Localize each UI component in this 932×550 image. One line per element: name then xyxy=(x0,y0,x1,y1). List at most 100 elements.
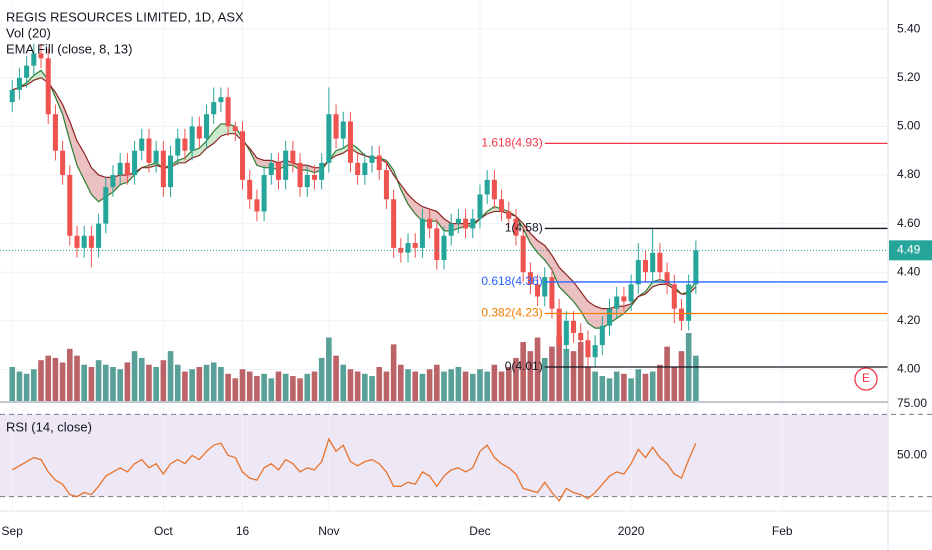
volume-bar xyxy=(693,355,699,401)
candle-body xyxy=(606,308,613,326)
volume-bar xyxy=(182,371,188,401)
candle-body xyxy=(24,65,30,78)
candle-body xyxy=(383,170,389,200)
rsi-tick-label: 75.00 xyxy=(897,396,927,410)
candle-body xyxy=(88,235,94,248)
candle-body xyxy=(686,284,692,321)
candle-body xyxy=(678,308,684,321)
candle-body xyxy=(132,150,138,175)
volume-bar xyxy=(59,362,66,401)
volume-bar xyxy=(189,369,195,401)
candle-body xyxy=(642,260,649,273)
ema-fill xyxy=(213,123,221,144)
ema-fill xyxy=(559,267,567,295)
candle-body xyxy=(693,250,699,285)
fib-label: 0.382(4.23) xyxy=(481,306,542,320)
x-tick-label: Sep xyxy=(2,524,24,538)
candle-body xyxy=(427,218,433,229)
y-tick-label: 4.80 xyxy=(897,167,921,181)
candle-body xyxy=(664,272,670,285)
candle-body xyxy=(614,296,620,309)
volume-bar xyxy=(203,364,210,401)
volume-bar xyxy=(261,373,267,401)
candle-body xyxy=(549,277,555,309)
volume-bar xyxy=(606,378,613,401)
x-tick-label: 16 xyxy=(236,524,250,538)
candle-body xyxy=(146,138,152,163)
candle-body xyxy=(139,138,145,151)
volume-bar xyxy=(45,355,52,401)
volume-bar xyxy=(23,373,30,401)
volume-bar xyxy=(239,369,246,401)
volume-bar xyxy=(563,348,570,401)
candle-body xyxy=(506,211,512,219)
candle-body xyxy=(405,243,411,253)
volume-bar xyxy=(16,371,23,401)
volume-bar xyxy=(649,371,656,401)
volume-bar xyxy=(635,369,642,401)
volume-bar xyxy=(153,367,159,401)
candle-body xyxy=(556,308,562,346)
volume-bar xyxy=(362,373,368,401)
candle-body xyxy=(585,340,591,358)
candle-body xyxy=(45,58,51,115)
volume-bar xyxy=(469,373,476,401)
candle-body xyxy=(232,126,238,132)
volume-bar xyxy=(398,364,404,401)
candle-body xyxy=(657,252,663,273)
volume-bar xyxy=(102,364,109,401)
candle-body xyxy=(535,284,541,297)
candle-body xyxy=(542,277,548,297)
volume-bar xyxy=(311,371,318,401)
volume-bar xyxy=(9,367,16,401)
ema-fill xyxy=(595,306,603,329)
candle-body xyxy=(247,179,253,200)
volume-bar xyxy=(513,357,519,401)
volume-bar xyxy=(585,367,591,401)
candle-body xyxy=(621,296,627,302)
volume-bar xyxy=(621,373,627,401)
candle-body xyxy=(275,162,282,180)
volume-bar xyxy=(117,369,123,401)
y-tick-label: 5.40 xyxy=(897,21,921,35)
volume-bar xyxy=(678,351,685,401)
ema-fill xyxy=(408,194,416,214)
candle-body xyxy=(434,228,440,261)
volume-bar xyxy=(383,371,390,401)
candle-body xyxy=(31,53,37,66)
rsi-tick-label: 50.00 xyxy=(897,448,927,462)
candle-body xyxy=(290,150,296,163)
candle-body xyxy=(650,252,656,273)
candle-body xyxy=(441,235,447,261)
volume-bar xyxy=(405,369,411,401)
x-tick-label: Nov xyxy=(318,524,339,538)
ema-fill xyxy=(199,140,207,156)
candle-body xyxy=(599,325,605,346)
ema-fill xyxy=(184,150,193,163)
volume-bar xyxy=(52,357,59,401)
volume-bar xyxy=(333,355,339,401)
volume-bar xyxy=(577,342,584,401)
rsi-band xyxy=(0,414,888,497)
candle-body xyxy=(592,345,598,358)
candle-body xyxy=(239,131,246,180)
y-tick-label: 4.40 xyxy=(897,264,921,278)
candle-body xyxy=(319,162,325,180)
volume-bar xyxy=(174,364,181,401)
volume-bar xyxy=(131,351,138,401)
volume-bar xyxy=(527,351,534,401)
ema-fill xyxy=(436,211,444,231)
y-tick-label: 5.00 xyxy=(897,119,921,133)
candle-body xyxy=(635,260,641,285)
candle-body xyxy=(571,320,577,333)
candle-body xyxy=(225,97,231,127)
candle-body xyxy=(491,179,497,200)
volume-bar xyxy=(110,367,116,401)
volume-bar xyxy=(31,369,37,401)
x-tick-label: 2020 xyxy=(618,524,645,538)
candle-body xyxy=(283,150,289,180)
ema-line xyxy=(12,77,697,310)
volume-bar xyxy=(556,335,562,401)
candle-body xyxy=(304,174,310,188)
